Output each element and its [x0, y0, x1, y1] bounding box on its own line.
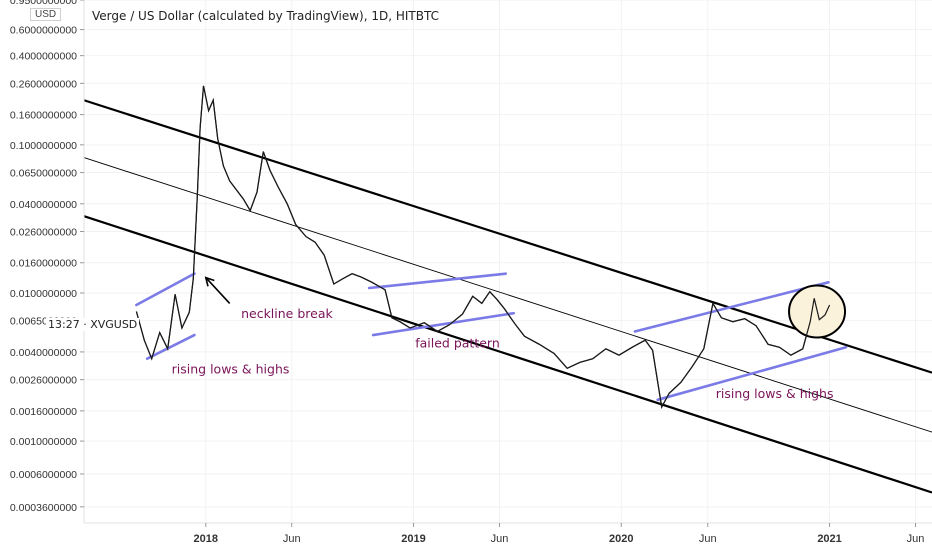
y-tick-label: 0.0400000000 [10, 199, 77, 211]
x-tick-label: Jun [491, 533, 509, 545]
y-tick-label: 0.1600000000 [10, 110, 77, 122]
annotation-label: rising lows & highs [172, 362, 290, 377]
x-tick-label: 2018 [194, 533, 218, 545]
price-line [135, 85, 831, 409]
y-tick-label: 0.0100000000 [10, 288, 77, 300]
annotation-label: rising lows & highs [716, 386, 834, 401]
y-tick-label: 0.9500000000 [10, 0, 77, 7]
x-tick-label: Jun [699, 533, 717, 545]
annotation-label: neckline break [241, 306, 333, 321]
y-tick-label: 0.0006000000 [10, 469, 77, 481]
channel-line-upper [83, 99, 932, 374]
x-axis: 2018 Jun 2019 Jun 2020 Jun 2021 Jun [84, 522, 932, 545]
y-tick-label: 0.6000000000 [10, 25, 77, 37]
pattern-line [367, 272, 508, 290]
y-tick-label: 0.0260000000 [10, 226, 77, 238]
pattern-line [633, 281, 830, 333]
y-tick-label: 0.0026000000 [10, 375, 77, 387]
chart-title: Verge / US Dollar (calculated by Trading… [92, 9, 439, 23]
annotation-label: failed pattern [415, 335, 500, 350]
x-tick-label: 2020 [609, 533, 633, 545]
y-tick-label: 0.0016000000 [10, 406, 77, 418]
x-tick-label: 2021 [817, 533, 841, 545]
y-tick-label: 0.0010000000 [10, 436, 77, 448]
neckline-arrow-shaft [205, 277, 231, 304]
x-tick-label: Jun [907, 533, 925, 545]
pattern-line [371, 311, 515, 337]
y-tick-label: 0.2600000000 [10, 78, 77, 90]
y-axis: 0.9500000000 0.6000000000 0.4000000000 0.26… [10, 0, 85, 523]
y-tick-label: 0.0650000000 [10, 168, 77, 180]
pattern-line [135, 272, 196, 307]
x-tick-label: 2019 [401, 533, 425, 545]
pattern-line [656, 345, 848, 402]
price-line-overlay [135, 85, 831, 409]
pattern-line [145, 333, 196, 360]
y-tick-label: 0.0160000000 [10, 258, 77, 270]
y-tick-label: 0.0040000000 [10, 347, 77, 359]
channel-line-lower [83, 215, 932, 494]
annotation-layer: rising lows & highs neckline break failed … [172, 276, 834, 401]
y-tick-label: 0.1000000000 [10, 140, 77, 152]
unit-label: USD [30, 8, 62, 21]
symbol-tag: 13:27 · XVGUSD [46, 318, 140, 331]
channel-line-middle [83, 157, 932, 433]
y-tick-label: 0.0003600000 [10, 502, 77, 514]
pattern-layer [135, 272, 848, 402]
highlight-layer [135, 85, 847, 409]
x-tick-label: Jun [283, 533, 301, 545]
neckline-arrow-head [204, 276, 215, 287]
channel-layer [83, 99, 932, 494]
grid-layer [84, 0, 932, 523]
y-tick-label: 0.4000000000 [10, 51, 77, 63]
